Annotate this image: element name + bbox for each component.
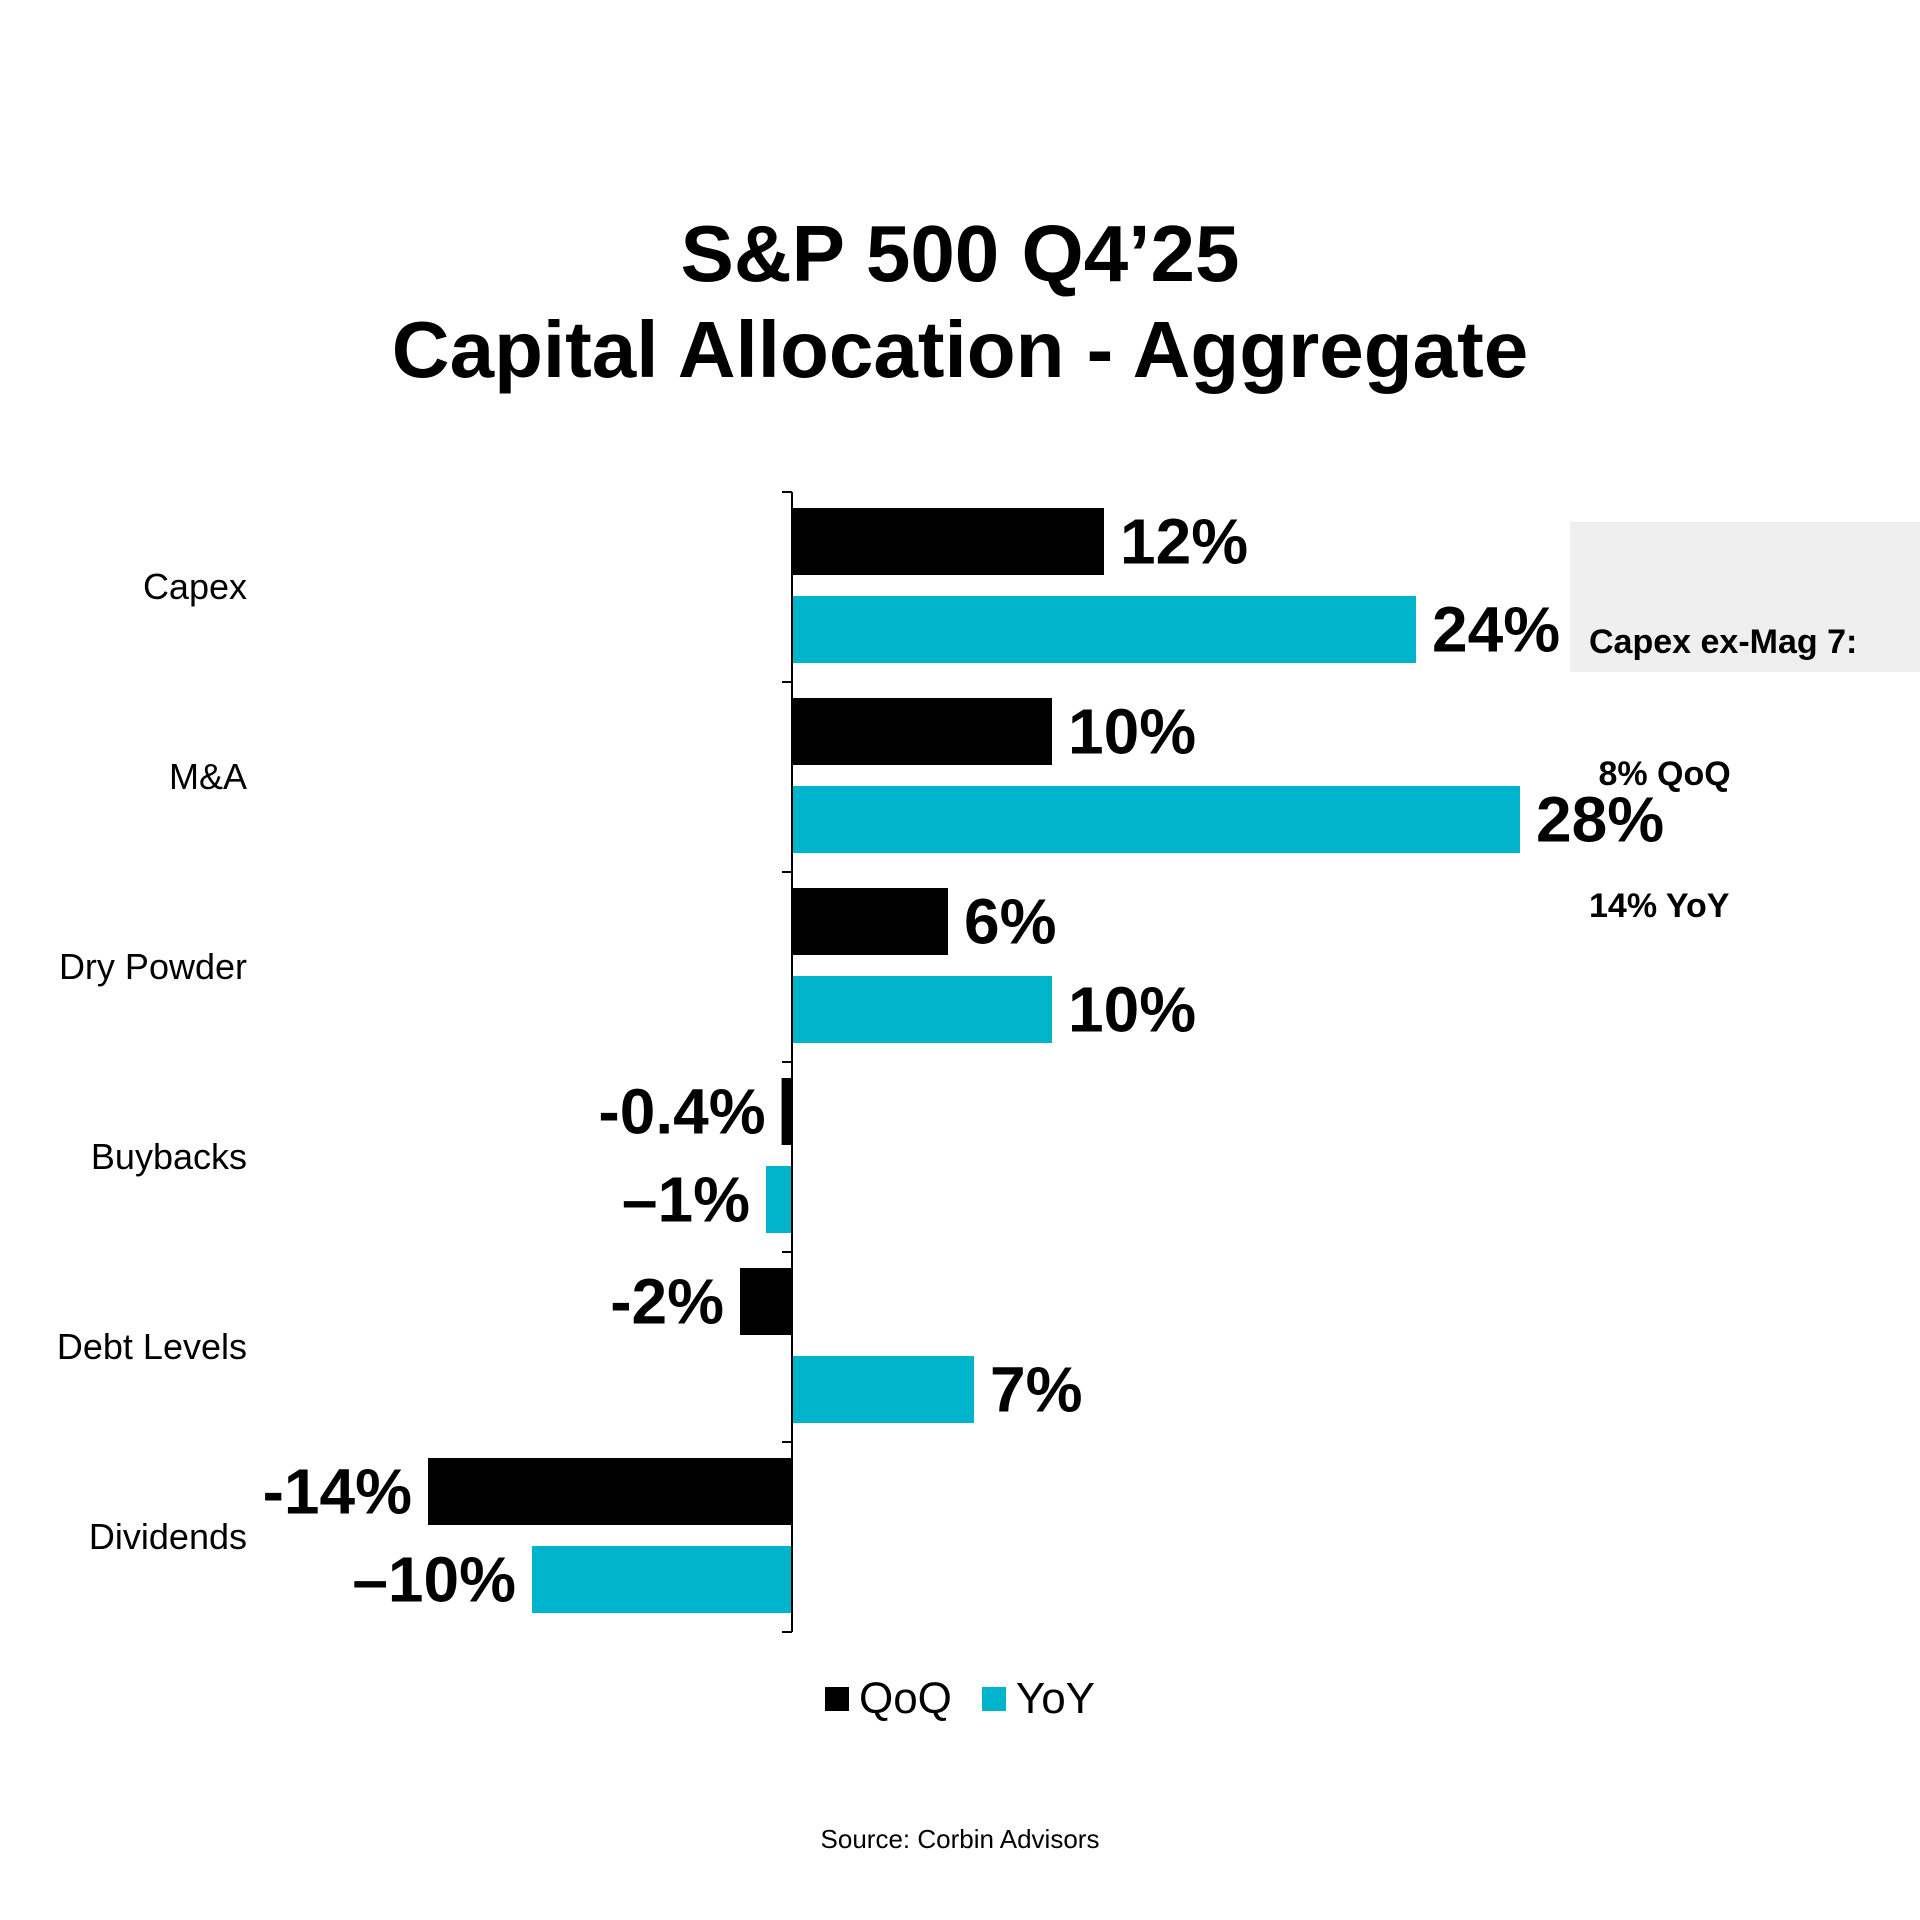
data-label-dry-powder-qoq: 6% xyxy=(964,886,1057,958)
bar-debt-levels-qoq xyxy=(740,1268,792,1335)
data-label-manda-qoq: 10% xyxy=(1068,696,1196,768)
bar-manda-yoy xyxy=(792,786,1520,853)
annotation-line-1: Capex ex-Mag 7: xyxy=(1589,623,1858,661)
bar-dividends-yoy xyxy=(532,1546,792,1613)
data-label-buybacks-yoy: –1% xyxy=(622,1164,750,1236)
chart-legend: QoQ YoY xyxy=(0,1674,1920,1724)
category-label-buybacks: Buybacks xyxy=(91,1136,247,1177)
bar-capex-yoy xyxy=(792,596,1416,663)
bar-dry-powder-qoq xyxy=(792,888,948,955)
data-label-capex-yoy: 24% xyxy=(1432,594,1560,666)
category-label-capex: Capex xyxy=(143,566,247,607)
bar-debt-levels-yoy xyxy=(792,1356,974,1423)
category-label-dry-powder: Dry Powder xyxy=(59,946,247,987)
capex-annotation-box: Capex ex-Mag 7: 8% QoQ 14% YoY xyxy=(1570,522,1920,925)
bar-dry-powder-yoy xyxy=(792,976,1052,1043)
data-label-dividends-yoy: –10% xyxy=(352,1544,516,1616)
legend-item-qoq: QoQ xyxy=(824,1674,952,1724)
data-label-buybacks-qoq: -0.4% xyxy=(598,1076,765,1148)
data-label-dry-powder-yoy: 10% xyxy=(1068,974,1196,1046)
bar-dividends-qoq xyxy=(428,1458,792,1525)
legend-swatch-yoy xyxy=(981,1687,1006,1711)
bar-manda-qoq xyxy=(792,698,1052,765)
data-label-debt-levels-yoy: 7% xyxy=(990,1354,1083,1426)
annotation-line-3: 14% YoY xyxy=(1589,887,1730,925)
legend-swatch-qoq xyxy=(824,1687,849,1711)
bar-buybacks-qoq xyxy=(781,1078,792,1145)
data-label-debt-levels-qoq: -2% xyxy=(610,1266,724,1338)
legend-label-qoq: QoQ xyxy=(858,1674,952,1723)
legend-label-yoy: YoY xyxy=(1015,1674,1096,1723)
chart-title-line-1: S&P 500 Q4’25 xyxy=(680,209,1240,298)
bar-capex-qoq xyxy=(792,508,1104,575)
source-note: Source: Corbin Advisors xyxy=(820,1824,1100,1854)
category-label-debt-levels: Debt Levels xyxy=(57,1326,247,1367)
legend-item-yoy: YoY xyxy=(981,1674,1096,1724)
chart-title-line-2: Capital Allocation - Aggregate xyxy=(391,305,1529,394)
category-label-dividends: Dividends xyxy=(89,1516,247,1557)
data-label-dividends-qoq: -14% xyxy=(263,1456,412,1528)
data-label-capex-qoq: 12% xyxy=(1120,506,1248,578)
annotation-line-2: 8% QoQ xyxy=(1589,755,1731,793)
bar-buybacks-yoy xyxy=(766,1166,792,1233)
category-label-manda: M&A xyxy=(169,756,247,797)
data-label-manda-yoy: 28% xyxy=(1536,784,1664,856)
